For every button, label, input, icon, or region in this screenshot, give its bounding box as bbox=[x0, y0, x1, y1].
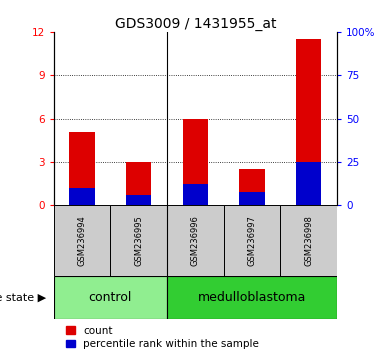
Bar bbox=[69, 132, 95, 205]
Text: medulloblastoma: medulloblastoma bbox=[198, 291, 306, 304]
Bar bbox=[183, 119, 208, 205]
Bar bbox=[54, 205, 110, 276]
Text: control: control bbox=[88, 291, 132, 304]
Bar bbox=[224, 205, 280, 276]
Bar bbox=[239, 169, 265, 205]
Bar bbox=[239, 192, 265, 205]
Text: GSM236997: GSM236997 bbox=[247, 215, 257, 266]
Bar bbox=[126, 162, 151, 205]
Bar bbox=[69, 188, 95, 205]
Bar bbox=[167, 205, 224, 276]
Bar bbox=[110, 205, 167, 276]
Bar bbox=[280, 205, 337, 276]
Bar bbox=[296, 39, 321, 205]
Title: GDS3009 / 1431955_at: GDS3009 / 1431955_at bbox=[115, 17, 276, 31]
Legend: count, percentile rank within the sample: count, percentile rank within the sample bbox=[67, 326, 259, 349]
Bar bbox=[167, 276, 337, 319]
Bar bbox=[296, 162, 321, 205]
Bar bbox=[54, 276, 167, 319]
Bar bbox=[126, 195, 151, 205]
Bar bbox=[183, 184, 208, 205]
Text: GSM236995: GSM236995 bbox=[134, 215, 143, 266]
Text: GSM236996: GSM236996 bbox=[191, 215, 200, 266]
Text: disease state ▶: disease state ▶ bbox=[0, 292, 46, 302]
Text: GSM236994: GSM236994 bbox=[77, 215, 87, 266]
Text: GSM236998: GSM236998 bbox=[304, 215, 313, 266]
